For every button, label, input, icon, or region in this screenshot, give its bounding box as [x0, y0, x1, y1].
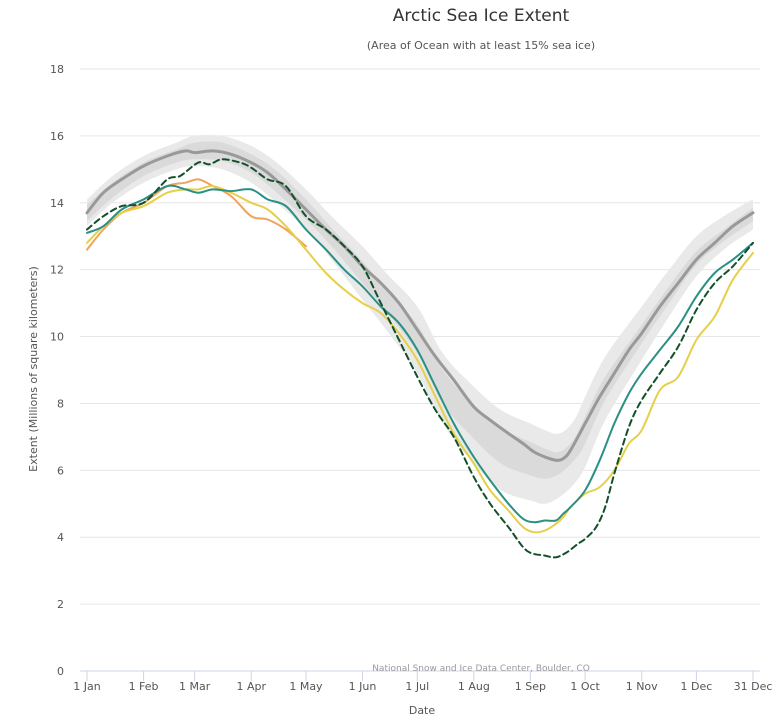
range-bands: [87, 134, 753, 504]
chart-credit: National Snow and Ice Data Center, Bould…: [372, 664, 590, 674]
y-tick-label: 10: [50, 331, 64, 344]
x-tick-label: 1 Dec: [681, 680, 713, 693]
range-band: [87, 141, 753, 479]
x-tick-label: 1 Mar: [179, 680, 211, 693]
chart-subtitle: (Area of Ocean with at least 15% sea ice…: [367, 39, 595, 52]
y-tick-label: 0: [57, 665, 64, 678]
y-tick-label: 16: [50, 130, 64, 143]
y-tick-label: 12: [50, 264, 64, 277]
x-tick-label: 1 Jun: [349, 680, 377, 693]
x-axis-title: Date: [409, 704, 436, 717]
x-tick-label: 1 Jan: [73, 680, 100, 693]
x-tick-label: 1 May: [289, 680, 323, 693]
y-tick-label: 2: [57, 598, 64, 611]
x-tick-label: 1 Feb: [129, 680, 159, 693]
y-tick-label: 14: [50, 197, 64, 210]
x-tick-label: 1 Nov: [626, 680, 658, 693]
x-tick-label: 1 Oct: [570, 680, 600, 693]
y-tick-label: 8: [57, 397, 64, 410]
x-axis-ticks: 1 Jan 1 Feb 1 Mar 1 Apr 1 May 1 Jun 1 Jul 1 Aug…: [73, 671, 772, 693]
series-line[interactable]: [86, 158, 754, 559]
x-tick-label: 31 Dec: [734, 680, 773, 693]
y-tick-label: 18: [50, 63, 64, 76]
y-tick-label: 4: [57, 531, 64, 544]
series-line[interactable]: [86, 185, 754, 534]
y-axis-title: Extent (Millions of square kilometers): [27, 266, 40, 472]
x-tick-label: 1 Sep: [515, 680, 546, 693]
y-axis-ticks: 0 2 4 6 8 10 12 14 16 18: [50, 63, 64, 678]
series-lines: [85, 149, 755, 559]
y-tick-label: 6: [57, 464, 64, 477]
x-tick-label: 1 Apr: [236, 680, 266, 693]
range-band: [87, 134, 753, 504]
chart-title: Arctic Sea Ice Extent: [393, 6, 570, 26]
series-line[interactable]: [85, 149, 755, 462]
series-line[interactable]: [86, 184, 754, 524]
x-tick-label: 1 Jul: [405, 680, 429, 693]
x-tick-label: 1 Aug: [458, 680, 490, 693]
